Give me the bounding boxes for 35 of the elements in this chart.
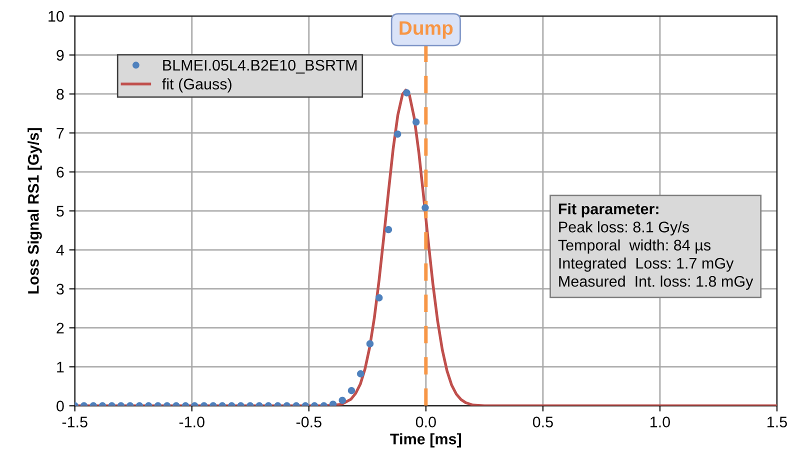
x-tick-label: 1.5: [768, 416, 787, 428]
y-tick-label: 9: [56, 50, 64, 61]
x-tick-label: 0.0: [416, 416, 436, 428]
y-tick-label: 3: [56, 284, 64, 295]
point: [348, 386, 356, 394]
annotation: Fit parameter:: [558, 203, 658, 218]
point: [375, 294, 383, 302]
point: [412, 118, 420, 126]
point: [338, 396, 346, 404]
annotation: Peak loss: 8.1 Gy/s Temporal width: 84 µs Integrated Loss: 1.7 mGy Measured Int. loss: 1.8 mGy: [558, 221, 754, 290]
y-tick-label: 5: [56, 206, 64, 217]
x-axis-title: Time [ms]: [390, 433, 462, 448]
legend-label: BLMEI.05L4.B2E10_BSRTM: [163, 60, 357, 74]
y-tick-label: 6: [56, 166, 64, 178]
x-tick-label: -1.0: [179, 416, 204, 428]
point: [366, 340, 374, 348]
point: [422, 204, 429, 212]
x-tick-label: 0.5: [532, 416, 553, 428]
y-tick-label: 1: [57, 362, 64, 372]
point: [403, 89, 410, 96]
x-tick-label: -1.5: [62, 416, 88, 428]
y-axis-title: Loss Signal RS1 [Gy/s]: [28, 128, 42, 294]
point: [394, 130, 402, 138]
y-tick-label: 8: [56, 88, 64, 100]
y-tick-label: 4: [56, 244, 64, 256]
y-tick-label: 2: [56, 322, 64, 334]
legend-label: fit (Gauss): [162, 78, 232, 92]
y-tick-label: 0: [56, 400, 64, 412]
y-tick-label: 7: [56, 128, 64, 138]
x-tick-label: -0.5: [296, 416, 322, 428]
ref-line-label: Dump: [400, 21, 453, 39]
point: [384, 226, 392, 234]
point: [356, 370, 364, 378]
x-tick-label: 1.0: [650, 416, 670, 428]
y-tick-label: 10: [48, 10, 64, 22]
